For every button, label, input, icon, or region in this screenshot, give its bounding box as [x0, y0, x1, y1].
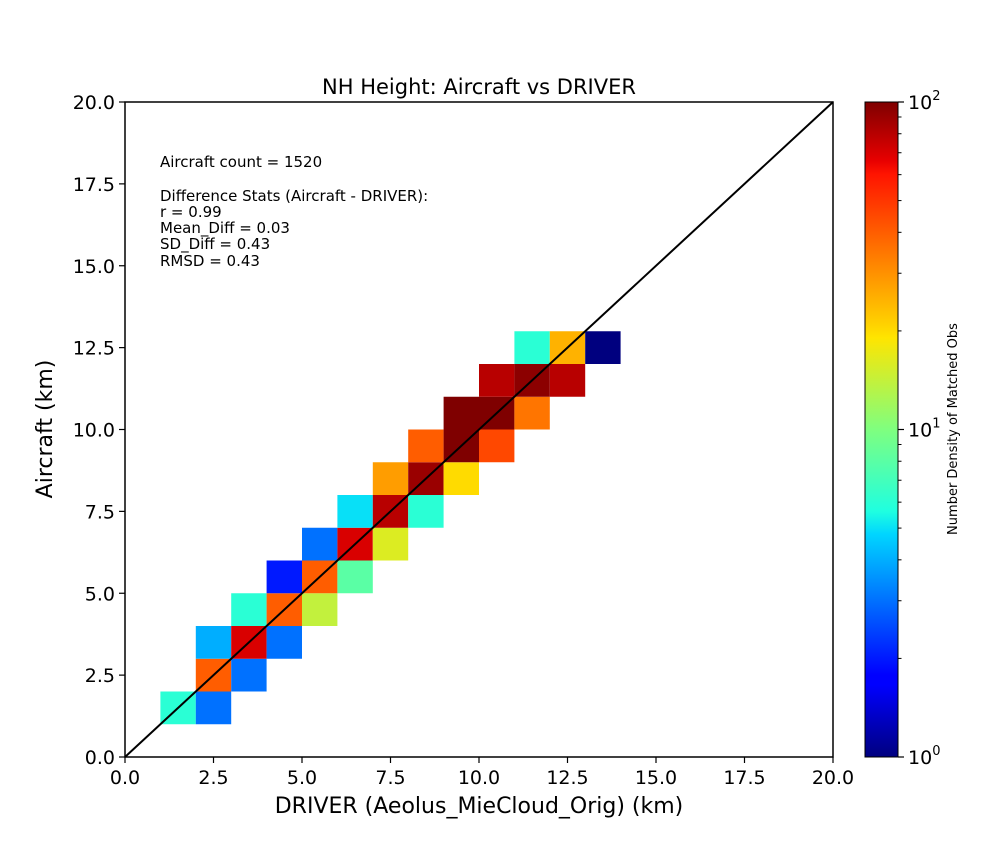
y-tick-label: 15.0 — [73, 256, 115, 278]
heatmap-cell — [266, 626, 302, 659]
x-tick-label: 20.0 — [812, 767, 854, 789]
stats-r: r = 0.99 — [160, 203, 222, 221]
heatmap-cell — [266, 560, 302, 594]
y-tick-label: 0.0 — [85, 747, 115, 769]
x-tick-label: 0.0 — [110, 767, 140, 789]
y-tick-label: 20.0 — [73, 92, 115, 114]
count-annotation: Aircraft count = 1520 — [160, 153, 322, 171]
heatmap-cell — [514, 331, 550, 364]
heatmap-cell — [195, 691, 232, 725]
heatmap-cell — [514, 396, 550, 430]
y-tick-label: 10.0 — [73, 420, 115, 442]
x-tick-label: 5.0 — [287, 767, 317, 789]
stats-annotation: Aircraft count = 1520 Difference Stats (… — [160, 153, 428, 270]
heatmap-cell — [231, 593, 267, 626]
colorbar-label: Number Density of Matched Obs — [946, 323, 961, 535]
x-tick-label: 15.0 — [635, 767, 677, 789]
x-tick-label: 12.5 — [546, 767, 588, 789]
y-tick-label: 2.5 — [85, 665, 115, 687]
heatmap-cell — [372, 462, 409, 495]
heatmap-cell — [337, 495, 373, 528]
heatmap-cell — [302, 527, 338, 561]
heatmap-cell — [372, 527, 409, 561]
heatmap-cell — [408, 429, 444, 463]
x-tick-label: 2.5 — [198, 767, 228, 789]
heatmap-cell — [337, 560, 373, 594]
heatmap-cell — [549, 364, 586, 397]
stats-header: Difference Stats (Aircraft - DRIVER): — [160, 187, 428, 205]
heatmap-cell — [195, 626, 232, 659]
x-tick-label: 10.0 — [458, 767, 500, 789]
heatmap-cell — [479, 429, 515, 463]
y-tick-label: 17.5 — [73, 174, 115, 196]
stats-rmsd: RMSD = 0.43 — [160, 252, 260, 270]
heatmap-cell — [585, 331, 621, 364]
heatmap-cell — [408, 495, 444, 528]
stats-mean-diff: Mean_Diff = 0.03 — [160, 219, 290, 238]
heatmap-cell — [231, 658, 267, 692]
chart-title: NH Height: Aircraft vs DRIVER — [322, 75, 636, 99]
x-axis-label: DRIVER (Aeolus_MieCloud_Orig) (km) — [275, 794, 684, 819]
x-tick-label: 7.5 — [375, 767, 405, 789]
heatmap-cell — [443, 462, 479, 495]
colorbar-tick-label: 102 — [908, 89, 940, 114]
colorbar-ticks: 100 101 102 — [898, 89, 940, 769]
heatmap-cell — [302, 593, 338, 626]
colorbar-tick-label: 101 — [908, 417, 940, 442]
x-axis: 0.0 2.5 5.0 7.5 10.0 12.5 15.0 17.5 20.0 — [110, 757, 854, 789]
colorbar-tick-label: 100 — [908, 744, 940, 769]
y-axis-label: Aircraft (km) — [33, 360, 58, 499]
stats-sd-diff: SD_Diff = 0.43 — [160, 235, 270, 254]
y-tick-label: 12.5 — [73, 338, 115, 360]
one-to-one-line — [124, 101, 834, 758]
y-tick-label: 5.0 — [85, 583, 115, 605]
heatmap-cell — [443, 396, 479, 430]
heatmap-cells — [160, 331, 621, 725]
y-tick-label: 7.5 — [85, 501, 115, 523]
colorbar — [864, 101, 899, 758]
y-axis: 0.0 2.5 5.0 7.5 10.0 12.5 15.0 17.5 20.0 — [73, 92, 125, 769]
heatmap-cell — [479, 364, 515, 397]
x-tick-label: 17.5 — [723, 767, 765, 789]
